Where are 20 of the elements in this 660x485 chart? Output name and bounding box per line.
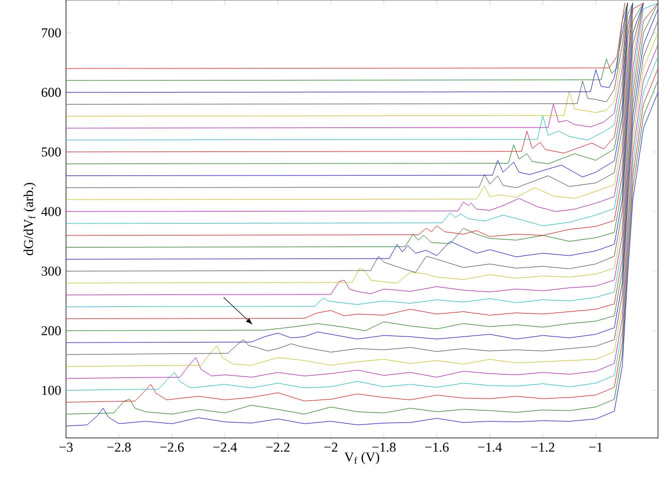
x-tick-label: −2.6: [160, 442, 184, 452]
x-axis-title: V$_{f}$ (V): [344, 452, 380, 464]
x-tick-label: −2.2: [266, 442, 290, 452]
y-tick-label: 100: [42, 386, 61, 395]
y-tick-label: 600: [42, 88, 61, 97]
y-tick-label: 700: [42, 28, 61, 38]
x-tick-label: −1.4: [478, 442, 502, 452]
y-tick-label: 500: [42, 147, 61, 156]
x-tick-label: −2.4: [213, 442, 237, 452]
y-tick-label: 300: [42, 266, 61, 276]
x-tick-label: −2: [324, 442, 338, 452]
y-tick-label: 200: [42, 326, 61, 336]
x-tick-label: −1.8: [372, 442, 396, 452]
y-tick-label: 400: [41, 206, 61, 216]
x-tick-label: −1.2: [531, 442, 554, 452]
y-axis-title: dG/dV$_{f}$ (arb.): [24, 182, 36, 256]
x-tick-label: −2.8: [107, 442, 131, 452]
x-tick-label: −1.6: [425, 442, 449, 452]
x-tick-label: −1: [589, 442, 602, 452]
x-tick-label: −3: [60, 442, 73, 452]
